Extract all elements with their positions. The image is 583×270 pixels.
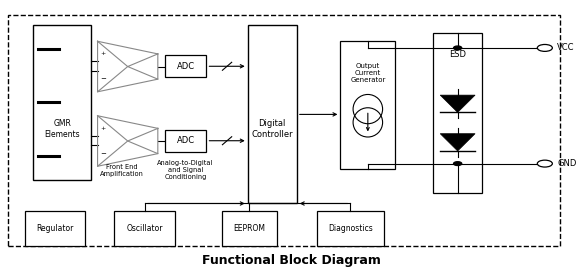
Circle shape <box>454 46 462 50</box>
Text: GMR
Elements: GMR Elements <box>44 119 80 139</box>
Text: −: − <box>100 76 106 82</box>
Bar <box>24 211 85 246</box>
Bar <box>248 25 297 204</box>
Polygon shape <box>440 95 475 112</box>
Text: VCC: VCC <box>557 43 574 52</box>
Bar <box>114 211 175 246</box>
Bar <box>317 211 384 246</box>
Bar <box>433 33 482 193</box>
Text: Output
Current
Generator: Output Current Generator <box>350 63 385 83</box>
Bar <box>340 41 395 169</box>
Bar <box>33 25 91 180</box>
Text: −: − <box>100 151 106 157</box>
Text: ESD: ESD <box>449 50 466 59</box>
Bar <box>165 55 206 77</box>
Text: GND: GND <box>557 159 577 168</box>
Circle shape <box>454 162 462 166</box>
Text: Diagnostics: Diagnostics <box>328 224 373 233</box>
Polygon shape <box>440 134 475 151</box>
Text: Functional Block Diagram: Functional Block Diagram <box>202 254 381 267</box>
Text: +: + <box>100 51 106 56</box>
Text: Regulator: Regulator <box>36 224 73 233</box>
Text: Front End
Amplification: Front End Amplification <box>100 164 144 177</box>
Bar <box>222 211 276 246</box>
Text: ADC: ADC <box>177 136 195 145</box>
Text: EEPROM: EEPROM <box>233 224 265 233</box>
Bar <box>8 15 560 246</box>
Bar <box>165 130 206 152</box>
Text: +: + <box>100 126 106 131</box>
Text: Oscillator: Oscillator <box>127 224 163 233</box>
Text: Analog-to-Digital
and Signal
Conditioning: Analog-to-Digital and Signal Conditionin… <box>157 160 214 180</box>
Text: Digital
Controller: Digital Controller <box>251 119 293 139</box>
Text: ADC: ADC <box>177 62 195 71</box>
